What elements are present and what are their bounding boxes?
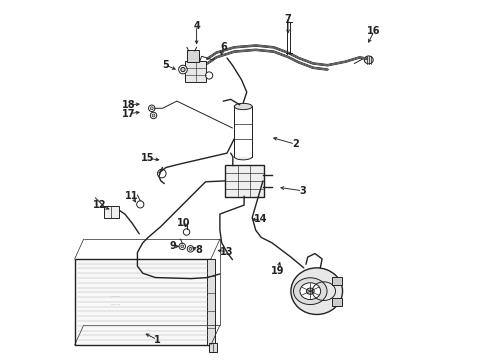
Text: 12: 12 xyxy=(93,200,106,210)
FancyBboxPatch shape xyxy=(187,50,199,62)
FancyBboxPatch shape xyxy=(224,165,264,197)
Ellipse shape xyxy=(306,288,314,294)
Circle shape xyxy=(150,112,157,119)
Bar xyxy=(207,259,215,345)
Circle shape xyxy=(181,245,184,248)
Text: ─ ─ ─: ─ ─ ─ xyxy=(111,294,121,299)
Text: 5: 5 xyxy=(163,60,170,70)
Circle shape xyxy=(179,243,186,249)
Text: 16: 16 xyxy=(368,26,381,36)
Ellipse shape xyxy=(300,283,320,300)
Text: ─ ─ ─: ─ ─ ─ xyxy=(111,303,121,307)
Ellipse shape xyxy=(234,154,252,160)
Circle shape xyxy=(137,201,144,208)
Text: 15: 15 xyxy=(142,153,155,163)
Text: 13: 13 xyxy=(220,247,234,257)
FancyBboxPatch shape xyxy=(332,298,342,306)
Circle shape xyxy=(183,229,190,235)
Text: 6: 6 xyxy=(220,42,227,52)
Ellipse shape xyxy=(234,103,252,110)
Circle shape xyxy=(148,105,155,112)
Text: 19: 19 xyxy=(270,266,284,276)
Circle shape xyxy=(205,72,213,79)
Ellipse shape xyxy=(291,268,343,315)
FancyBboxPatch shape xyxy=(209,343,217,352)
Circle shape xyxy=(187,246,194,252)
FancyBboxPatch shape xyxy=(332,276,342,284)
Text: 1: 1 xyxy=(154,334,161,345)
Text: 17: 17 xyxy=(122,109,135,119)
FancyBboxPatch shape xyxy=(104,206,119,219)
Circle shape xyxy=(179,65,187,74)
Text: 18: 18 xyxy=(122,100,135,110)
Ellipse shape xyxy=(294,278,327,305)
Text: 14: 14 xyxy=(254,215,268,224)
Bar xyxy=(234,107,252,157)
Text: 9: 9 xyxy=(170,241,177,251)
Text: 11: 11 xyxy=(125,191,139,201)
Ellipse shape xyxy=(364,56,373,64)
Text: 7: 7 xyxy=(285,14,292,24)
Circle shape xyxy=(150,107,153,110)
Text: 4: 4 xyxy=(193,21,200,31)
Polygon shape xyxy=(74,259,211,345)
Circle shape xyxy=(181,67,185,72)
Bar xyxy=(234,107,252,157)
Circle shape xyxy=(189,247,192,250)
Circle shape xyxy=(152,114,155,117)
Text: 10: 10 xyxy=(177,218,191,228)
Text: 3: 3 xyxy=(299,186,306,196)
Text: 8: 8 xyxy=(195,245,202,255)
Text: 2: 2 xyxy=(292,139,298,149)
FancyBboxPatch shape xyxy=(185,61,206,82)
